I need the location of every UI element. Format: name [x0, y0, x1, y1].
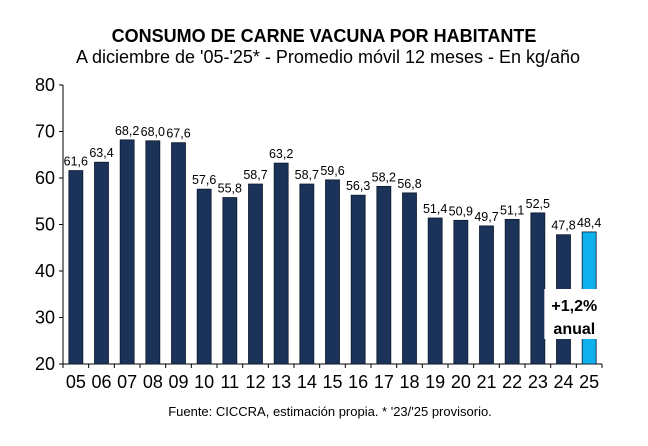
bar-11 — [222, 197, 238, 365]
data-label-15: 59,6 — [320, 164, 344, 178]
x-tick-label: 24 — [553, 372, 573, 392]
data-label-13: 63,2 — [269, 147, 293, 161]
data-label-20: 50,9 — [449, 204, 473, 218]
data-labels: 61,663,468,2 68,0 67,657,655,858,763,258,7… — [64, 124, 602, 233]
bar-19 — [427, 217, 443, 365]
data-label-17: 58,2 — [372, 170, 396, 184]
annotation-background — [544, 289, 605, 339]
data-label-18: 56,8 — [397, 177, 421, 191]
annotation: +1,2% anual — [544, 289, 605, 339]
source-note: Fuente: CICCRA, estimación propia. * '23… — [168, 404, 492, 419]
bar-16 — [350, 194, 366, 365]
x-tick-label: 13 — [271, 372, 291, 392]
bar-15 — [325, 179, 340, 365]
x-tick-label: 22 — [502, 372, 522, 392]
x-tick-label: 18 — [399, 372, 419, 392]
bar-08 — [145, 140, 161, 365]
data-label-22: 51,1 — [500, 203, 524, 217]
y-tick-label: 70 — [35, 122, 55, 142]
data-label-08: 68,0 — [141, 125, 165, 139]
data-label-11: 55,8 — [218, 182, 242, 196]
y-tick-label: 20 — [35, 354, 55, 374]
data-label-19: 51,4 — [423, 202, 447, 216]
bar-10 — [196, 188, 212, 365]
bar-12 — [248, 183, 263, 365]
data-label-16: 56,3 — [346, 179, 370, 193]
bar-17 — [376, 185, 392, 365]
bar-07 — [119, 139, 135, 365]
x-tick-label: 17 — [374, 372, 394, 392]
x-tick-label: 09 — [168, 372, 188, 392]
annotation-line-2: anual — [553, 321, 595, 338]
bar-20 — [453, 219, 469, 365]
y-tick-label: 50 — [35, 215, 55, 235]
x-tick-label: 15 — [322, 372, 342, 392]
data-label-10: 57,6 — [192, 173, 216, 187]
bar-05 — [68, 170, 84, 365]
x-tick-label: 20 — [451, 372, 471, 392]
chart-title: CONSUMO DE CARNE VACUNA POR HABITANTE — [111, 26, 537, 46]
data-label-12: 58,7 — [243, 168, 267, 182]
x-tick-label: 06 — [91, 372, 111, 392]
data-label-09: 67,6 — [166, 127, 190, 141]
data-label-24: 47,8 — [551, 219, 575, 233]
x-tick-label: 16 — [348, 372, 368, 392]
bar-22 — [504, 218, 520, 365]
bar-21 — [479, 225, 494, 365]
data-label-06: 63,4 — [89, 146, 113, 160]
bar-14 — [299, 183, 315, 365]
data-label-25: 48,4 — [577, 216, 601, 230]
chart-subtitle: A diciembre de '05-'25* - Promedio móvil… — [75, 47, 581, 67]
data-label-21: 49,7 — [474, 210, 498, 224]
data-label-23: 52,5 — [526, 197, 550, 211]
data-label-07: 68,2 — [115, 124, 139, 138]
x-tick-label: 23 — [528, 372, 548, 392]
bar-06 — [94, 161, 109, 365]
y-tick-label: 60 — [35, 168, 55, 188]
x-tick-label: 12 — [245, 372, 265, 392]
x-tick-label: 14 — [297, 372, 317, 392]
data-label-05: 61,6 — [64, 155, 88, 169]
y-tick-label: 80 — [35, 75, 55, 95]
y-tick-label: 40 — [35, 261, 55, 281]
bar-23 — [530, 212, 546, 365]
bar-09 — [171, 142, 186, 365]
x-tick-label: 05 — [66, 372, 86, 392]
bar-13 — [273, 162, 289, 365]
x-tick-label: 21 — [476, 372, 496, 392]
y-tick-label: 30 — [35, 308, 55, 328]
bar-18 — [402, 192, 417, 365]
x-tick-label: 10 — [194, 372, 214, 392]
annotation-line-1: +1,2% — [551, 298, 597, 315]
x-tick-label: 08 — [143, 372, 163, 392]
x-tick-label: 25 — [579, 372, 599, 392]
x-tick-label: 11 — [220, 372, 239, 392]
data-label-14: 58,7 — [295, 168, 319, 182]
x-tick-label: 07 — [117, 372, 137, 392]
x-tick-label: 19 — [425, 372, 445, 392]
